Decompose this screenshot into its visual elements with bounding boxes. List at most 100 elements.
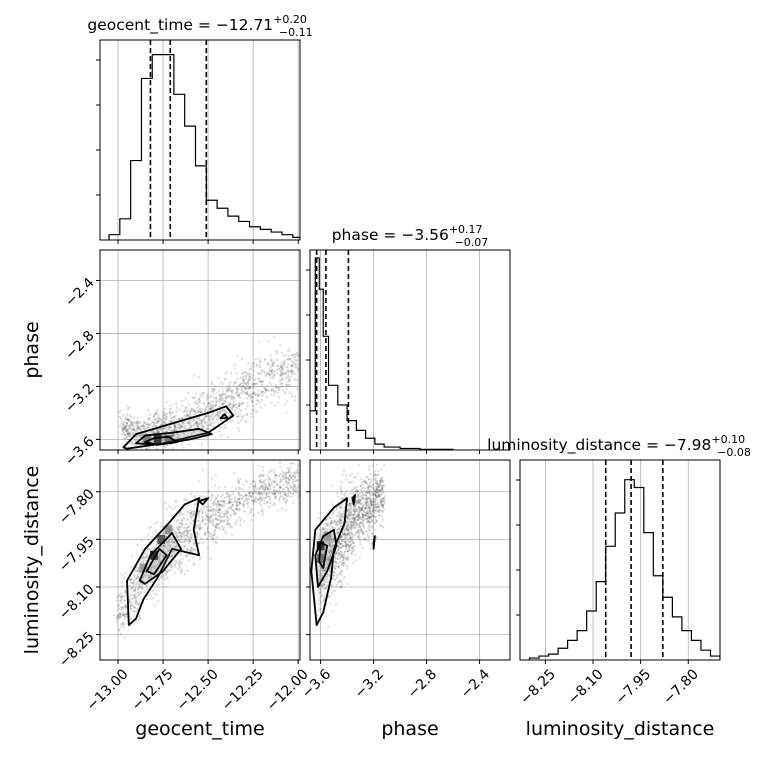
scatter-point bbox=[274, 495, 277, 498]
scatter-point bbox=[215, 541, 218, 544]
scatter-point bbox=[118, 595, 121, 598]
scatter-point bbox=[361, 512, 364, 515]
scatter-point bbox=[334, 561, 338, 564]
scatter-point bbox=[357, 535, 360, 538]
scatter-point bbox=[206, 531, 210, 534]
scatter-point bbox=[347, 531, 350, 534]
scatter-point bbox=[268, 368, 272, 371]
scatter-point bbox=[349, 506, 352, 510]
scatter-point bbox=[295, 366, 298, 369]
scatter-point bbox=[365, 498, 369, 501]
scatter-point bbox=[222, 512, 225, 515]
scatter-point bbox=[250, 400, 254, 403]
scatter-point bbox=[295, 387, 298, 391]
scatter-point bbox=[156, 409, 159, 412]
scatter-point bbox=[339, 553, 342, 556]
scatter-point bbox=[273, 492, 277, 496]
scatter-point bbox=[183, 424, 187, 427]
scatter-point bbox=[265, 371, 269, 375]
scatter-point bbox=[337, 544, 340, 547]
scatter-point bbox=[273, 336, 276, 339]
scatter-point bbox=[276, 371, 279, 375]
scatter-point bbox=[163, 407, 166, 410]
scatter-point bbox=[213, 404, 217, 407]
scatter-point bbox=[242, 483, 246, 486]
scatter-point bbox=[164, 421, 167, 424]
scatter-point bbox=[184, 414, 187, 418]
scatter-point bbox=[220, 499, 223, 502]
scatter-point bbox=[148, 417, 151, 420]
scatter-point bbox=[232, 405, 235, 408]
scatter-point bbox=[129, 594, 132, 597]
scatter-point bbox=[289, 462, 292, 465]
scatter-point bbox=[146, 426, 150, 429]
scatter-point bbox=[330, 520, 334, 523]
scatter-point bbox=[293, 378, 296, 381]
scatter-point bbox=[362, 493, 365, 496]
scatter-point bbox=[129, 578, 133, 581]
scatter-point bbox=[343, 529, 346, 532]
scatter-point bbox=[361, 517, 364, 520]
scatter-point bbox=[276, 358, 279, 361]
scatter-point bbox=[147, 418, 150, 421]
scatter-point bbox=[164, 418, 168, 421]
scatter-point bbox=[205, 428, 208, 431]
scatter-point bbox=[122, 613, 125, 616]
scatter-panel-phase_vs_geocent_time bbox=[100, 250, 300, 450]
scatter-point bbox=[280, 490, 283, 494]
scatter-panel-luminosity_distance_vs_geocent_time bbox=[100, 460, 300, 660]
scatter-point bbox=[284, 508, 287, 511]
scatter-point bbox=[288, 357, 291, 360]
scatter-point bbox=[161, 572, 164, 575]
scatter-point bbox=[252, 502, 255, 505]
scatter-point bbox=[121, 607, 124, 610]
scatter-point bbox=[147, 574, 150, 577]
scatter-point bbox=[223, 500, 226, 503]
scatter-point bbox=[326, 563, 329, 566]
scatter-point bbox=[262, 486, 265, 489]
scatter-point bbox=[274, 477, 277, 480]
scatter-point bbox=[352, 514, 355, 517]
scatter-point bbox=[166, 443, 169, 447]
scatter-point bbox=[201, 511, 204, 514]
scatter-point bbox=[199, 420, 202, 423]
scatter-point bbox=[148, 446, 151, 449]
scatter-point bbox=[380, 486, 383, 489]
scatter-point bbox=[264, 391, 267, 394]
scatter-point bbox=[185, 554, 188, 557]
scatter-point bbox=[275, 490, 278, 493]
scatter-point bbox=[345, 527, 348, 530]
scatter-point bbox=[157, 557, 160, 560]
scatter-point bbox=[124, 440, 128, 443]
scatter-point bbox=[216, 509, 219, 512]
scatter-point bbox=[372, 534, 375, 538]
scatter-point bbox=[183, 540, 186, 543]
scatter-point bbox=[360, 522, 364, 525]
scatter-point bbox=[260, 384, 263, 388]
scatter-point bbox=[375, 505, 378, 508]
scatter-point bbox=[122, 421, 126, 424]
scatter-point bbox=[190, 407, 193, 410]
scatter-point bbox=[340, 517, 343, 520]
scatter-point bbox=[349, 526, 353, 529]
scatter-point bbox=[138, 603, 141, 607]
scatter-point bbox=[209, 407, 212, 410]
scatter-point bbox=[231, 503, 234, 506]
scatter-point bbox=[190, 410, 193, 413]
scatter-point bbox=[210, 406, 214, 409]
scatter-point bbox=[246, 405, 249, 408]
scatter-point bbox=[243, 520, 246, 523]
scatter-point bbox=[186, 532, 189, 535]
scatter-point bbox=[234, 500, 237, 503]
scatter-point bbox=[362, 524, 365, 527]
scatter-point bbox=[337, 565, 340, 569]
scatter-point bbox=[275, 385, 278, 389]
scatter-point bbox=[231, 508, 235, 512]
scatter-point bbox=[338, 560, 342, 563]
scatter-point bbox=[170, 554, 173, 557]
scatter-point bbox=[216, 400, 219, 403]
scatter-point bbox=[294, 489, 297, 492]
scatter-point bbox=[383, 484, 386, 487]
scatter-point bbox=[163, 427, 166, 430]
